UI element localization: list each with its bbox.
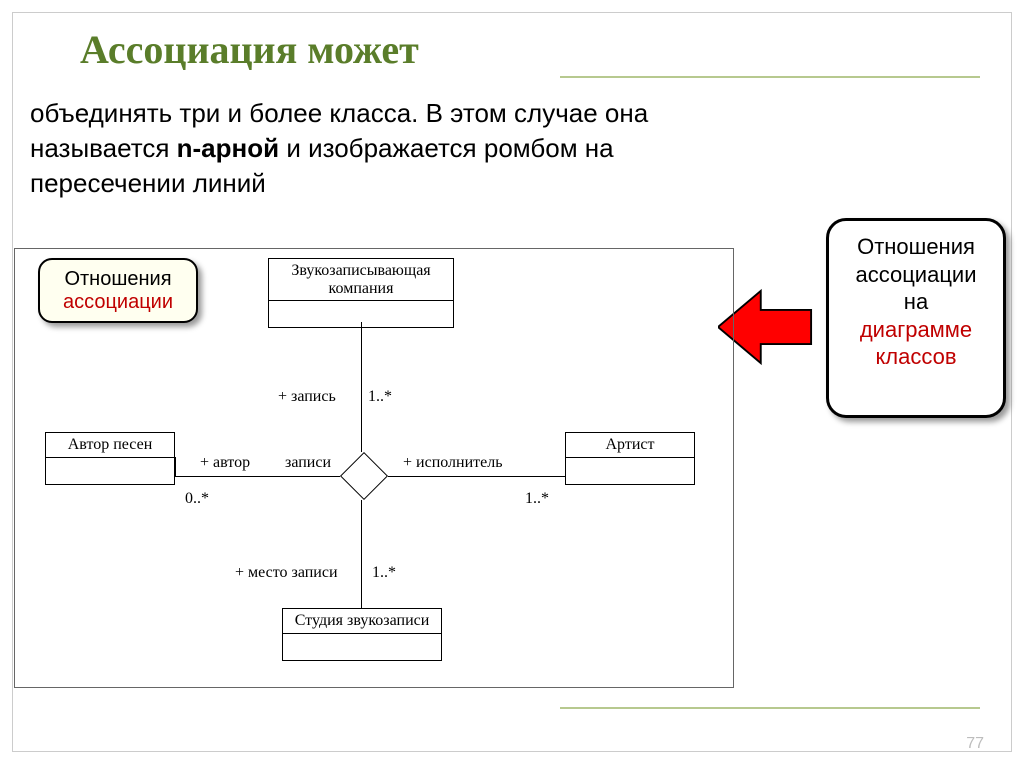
slide-title: Ассоциация может (80, 26, 419, 73)
edge-right-line-v (565, 457, 566, 476)
edge-bottom-line (361, 500, 362, 608)
class-left-body (46, 458, 174, 484)
class-bottom-body (283, 634, 441, 660)
edge-bottom-mult: 1..* (372, 564, 396, 582)
edge-bottom-role: + место записи (235, 564, 338, 582)
callout-right-line2: ассоциации (829, 261, 1003, 289)
edge-left-line-v (175, 457, 176, 476)
callout-right-line5: классов (829, 343, 1003, 371)
page-number: 77 (966, 735, 984, 753)
callout-right-line3: на (829, 288, 1003, 316)
edge-left-role: + автор (200, 454, 250, 472)
class-right: Артист (565, 432, 695, 485)
class-right-body (566, 458, 694, 484)
edge-left-mult: 0..* (185, 490, 209, 508)
edge-left-line-h (175, 476, 340, 477)
edge-right-mult: 1..* (525, 490, 549, 508)
title-underline (560, 76, 980, 78)
edge-right-line-h (388, 476, 565, 477)
class-bottom: Студия звукозаписи (282, 608, 442, 661)
callout-right: Отношения ассоциации на диаграмме классо… (826, 218, 1006, 418)
callout-right-line4: диаграмме (829, 316, 1003, 344)
class-bottom-name: Студия звукозаписи (283, 609, 441, 634)
class-top: Звукозаписывающая компания (268, 258, 454, 328)
slide-subtitle: объединять три и более класса. В этом сл… (30, 96, 750, 201)
class-right-name: Артист (566, 433, 694, 458)
class-left: Автор песен (45, 432, 175, 485)
edge-top-role: + запись (278, 388, 336, 406)
edge-top-line (361, 322, 362, 452)
class-top-name: Звукозаписывающая компания (269, 259, 453, 301)
edge-right-role: + исполнитель (403, 454, 503, 472)
callout-right-line1: Отношения (829, 233, 1003, 261)
class-left-name: Автор песен (46, 433, 174, 458)
edge-top-mult: 1..* (368, 388, 392, 406)
footer-underline (560, 707, 980, 709)
subtitle-bold: n-арной (177, 133, 279, 163)
center-label: записи (285, 454, 331, 472)
